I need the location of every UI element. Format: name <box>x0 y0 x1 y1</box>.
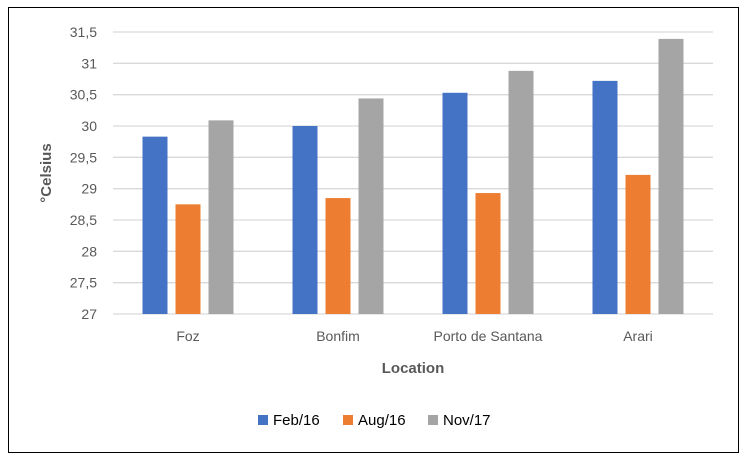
bar-aug-16 <box>625 174 651 314</box>
y-tick-label: 30,5 <box>70 87 97 103</box>
bar-aug-16 <box>175 204 201 314</box>
y-tick-label: 29,5 <box>70 149 97 165</box>
legend-label: Feb/16 <box>273 412 320 429</box>
y-tick-label: 31,5 <box>70 24 97 40</box>
bar-feb-16 <box>442 92 468 314</box>
y-tick-label: 30 <box>81 118 97 134</box>
x-tick-label: Bonfim <box>316 328 360 344</box>
legend-swatch <box>258 415 268 425</box>
bar-feb-16 <box>592 80 618 314</box>
chart-frame <box>8 7 739 453</box>
bar-feb-16 <box>292 126 318 314</box>
legend-label: Aug/16 <box>358 412 406 429</box>
x-tick-label: Porto de Santana <box>434 328 543 344</box>
y-tick-label: 29 <box>81 181 97 197</box>
legend-swatch <box>428 415 438 425</box>
y-tick-label: 27 <box>81 306 97 322</box>
x-tick-label: Arari <box>623 328 653 344</box>
y-tick-label: 28 <box>81 243 97 259</box>
y-tick-label: 27,5 <box>70 275 97 291</box>
bar-nov-17 <box>208 120 234 314</box>
bar-aug-16 <box>475 193 501 314</box>
y-tick-label: 28,5 <box>70 212 97 228</box>
bar-nov-17 <box>358 98 384 314</box>
y-axis-title: °Celsius <box>38 143 55 202</box>
x-tick-label: Foz <box>176 328 199 344</box>
bar-feb-16 <box>142 136 168 314</box>
bar-nov-17 <box>508 70 534 314</box>
bar-nov-17 <box>658 38 684 314</box>
x-axis-title: Location <box>382 360 445 377</box>
legend-label: Nov/17 <box>443 412 491 429</box>
y-tick-label: 31 <box>81 55 97 71</box>
bar-aug-16 <box>325 198 351 314</box>
legend-swatch <box>343 415 353 425</box>
